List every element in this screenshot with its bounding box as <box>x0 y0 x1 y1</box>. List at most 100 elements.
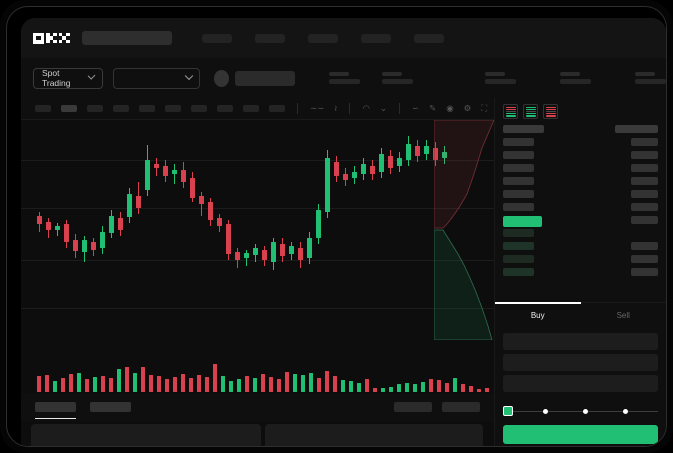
order-book-row[interactable] <box>503 255 658 268</box>
order-book-row[interactable] <box>503 164 658 177</box>
fullscreen-icon[interactable]: ⛶ <box>481 103 488 114</box>
nav-item-1[interactable] <box>201 33 232 43</box>
order-book-row[interactable] <box>503 125 658 138</box>
slider-handle[interactable] <box>503 406 513 416</box>
orders-tab-bar <box>21 393 494 421</box>
pair-select-dropdown[interactable] <box>113 67 200 89</box>
volume-bar <box>61 378 65 392</box>
spot-trading-dropdown[interactable]: Spot Trading <box>33 67 104 89</box>
volume-bar <box>397 384 401 392</box>
timeframe-button-6[interactable] <box>165 105 181 112</box>
timeframe-button-5[interactable] <box>139 105 155 112</box>
order-book-size-cell <box>631 138 658 146</box>
nav-item-3[interactable] <box>307 33 338 43</box>
order-price-input[interactable] <box>503 333 658 350</box>
volume-series <box>21 342 494 392</box>
place-order-button[interactable] <box>503 425 658 444</box>
timeframe-button-2[interactable] <box>61 105 77 112</box>
tab-order-history[interactable] <box>90 402 131 412</box>
volume-bar <box>301 375 305 392</box>
chevron-down-icon <box>184 71 194 81</box>
compare-icon[interactable]: ≀ <box>334 103 338 114</box>
chevron-down-icon[interactable]: ⌄ <box>379 103 387 114</box>
toolbar-divider <box>398 103 400 114</box>
volume-bar <box>445 383 449 392</box>
bottom-panel-1[interactable] <box>31 424 261 446</box>
order-book-mode-sell-icon[interactable] <box>543 104 558 119</box>
slider-stop-50[interactable] <box>583 408 588 414</box>
timeframe-button-9[interactable] <box>243 105 259 112</box>
tab-label <box>90 402 131 412</box>
top-navigation-bar <box>21 18 666 58</box>
order-book-price-cell <box>503 125 544 133</box>
order-book-size-cell <box>631 268 658 276</box>
order-book-size-cell <box>631 255 658 263</box>
order-book-size-cell <box>631 177 658 185</box>
depth-chart-overlay <box>434 120 494 340</box>
stat-label <box>635 72 655 76</box>
order-book-rows[interactable] <box>495 125 666 300</box>
volume-bar <box>77 373 81 392</box>
tab-buy[interactable]: Buy <box>495 302 581 328</box>
volume-bar <box>69 374 73 392</box>
volume-bar <box>357 383 361 392</box>
nav-item-2[interactable] <box>254 33 285 43</box>
tab-open-orders[interactable] <box>35 402 76 419</box>
draw-icon[interactable]: ✎ <box>429 103 437 114</box>
stat-label <box>329 72 349 76</box>
volume-bar <box>229 381 233 392</box>
order-book-mode-both-icon[interactable] <box>503 104 518 119</box>
timeframe-button-3[interactable] <box>87 105 103 112</box>
slider-stop-25[interactable] <box>543 408 548 414</box>
volume-bar <box>461 384 465 392</box>
market-stat-2 <box>382 72 413 84</box>
volume-bar <box>349 381 353 392</box>
order-book-row[interactable] <box>503 268 658 281</box>
settings-icon[interactable]: ⚙ <box>463 103 472 114</box>
stat-label <box>560 72 580 76</box>
bottom-panel-2[interactable] <box>265 424 483 446</box>
stat-value <box>560 79 591 84</box>
timeframe-button-7[interactable] <box>191 105 207 112</box>
order-book-row[interactable] <box>503 138 658 151</box>
timeframe-button-8[interactable] <box>217 105 233 112</box>
order-total-input[interactable] <box>503 375 658 392</box>
line-chart-icon[interactable]: ∽ <box>411 103 420 114</box>
timeframe-button-1[interactable] <box>35 105 51 112</box>
camera-icon[interactable]: ◉ <box>446 103 454 114</box>
order-book-row[interactable] <box>503 216 658 229</box>
search-input[interactable] <box>81 31 172 45</box>
tab-label <box>35 402 76 412</box>
indicator-icon[interactable]: ∼∼ <box>310 103 325 114</box>
volume-bar <box>53 381 57 392</box>
tab-buy-label: Buy <box>530 311 545 320</box>
order-book-row[interactable] <box>503 203 658 216</box>
timeframe-button-4[interactable] <box>113 105 129 112</box>
nav-item-5[interactable] <box>413 33 444 43</box>
slider-stop-75[interactable] <box>623 408 628 414</box>
volume-bar <box>485 388 489 392</box>
orders-action-2[interactable] <box>442 402 480 412</box>
tab-sell[interactable]: Sell <box>581 303 667 328</box>
nav-item-4[interactable] <box>360 33 391 43</box>
order-amount-slider[interactable] <box>495 397 666 419</box>
order-book-row[interactable] <box>503 177 658 190</box>
order-amount-input[interactable] <box>503 354 658 371</box>
order-book-mode-buy-icon[interactable] <box>523 104 538 119</box>
order-book-row[interactable] <box>503 242 658 255</box>
volume-bar <box>173 377 177 392</box>
order-book-row[interactable] <box>503 190 658 203</box>
order-book-price-cell <box>503 229 534 237</box>
order-book-row[interactable] <box>503 151 658 164</box>
timeframe-button-10[interactable] <box>269 105 285 112</box>
volume-bar <box>453 378 457 392</box>
price-chart[interactable] <box>21 120 494 393</box>
order-book-price-cell <box>503 151 534 159</box>
tab-sell-label: Sell <box>616 311 630 320</box>
order-book-row[interactable] <box>503 229 658 242</box>
template-icon[interactable]: ◠ <box>362 103 370 114</box>
stat-value <box>485 79 516 84</box>
okx-logo[interactable] <box>33 32 70 44</box>
orders-action-1[interactable] <box>394 402 432 412</box>
volume-bar <box>277 379 281 392</box>
